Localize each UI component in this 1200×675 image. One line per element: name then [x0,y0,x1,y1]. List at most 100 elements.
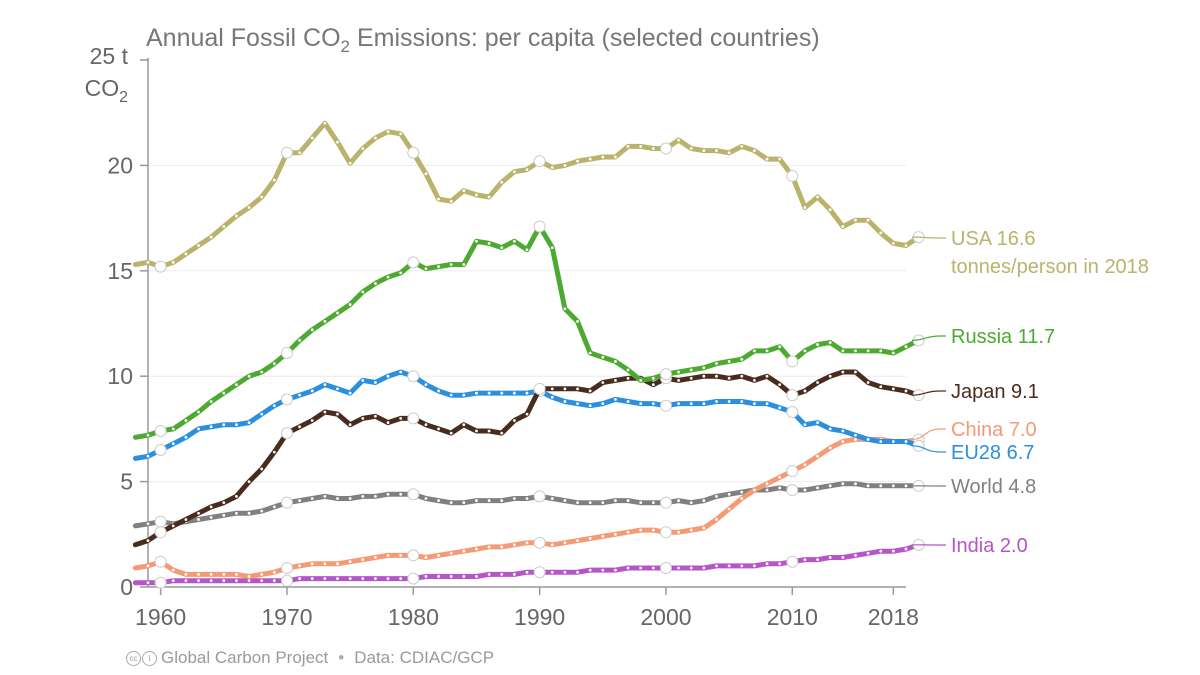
point-china [272,570,276,574]
point-usa [437,197,440,201]
point-russia [260,370,264,374]
point-eu28 [866,438,870,441]
point-world [904,484,908,488]
point-eu28 [841,429,845,433]
point-japan [588,389,592,393]
point-world [891,484,895,488]
point-usa [336,140,339,144]
point-eu28 [576,402,579,406]
point-eu28 [659,399,672,412]
point-eu28 [449,393,453,397]
point-usa [280,146,293,159]
point-india [500,572,504,576]
point-eu28 [209,425,213,429]
leader-russia [911,335,946,341]
point-eu28 [154,443,167,456]
point-china [563,541,567,545]
y-tick-label: 15 [107,258,133,284]
point-eu28 [639,402,643,406]
point-india [803,558,807,561]
point-india [154,576,167,589]
point-eu28 [184,435,188,439]
point-china [512,543,516,547]
point-china [475,547,478,551]
point-eu28 [803,423,807,427]
series-china [132,433,925,579]
line-japan [132,369,922,548]
point-japan [348,423,352,427]
point-japan [154,526,167,539]
point-china [260,572,264,576]
point-japan [298,425,301,429]
point-china [765,482,769,486]
point-japan [374,414,377,418]
point-world [828,484,832,488]
point-india [336,577,339,580]
point-eu28 [171,442,175,446]
label-usa: USA 16.6 [951,228,1036,250]
point-russia [727,360,731,363]
point-usa [512,170,516,174]
point-china [184,572,188,576]
point-china [336,562,339,566]
leader-japan [911,390,946,396]
point-usa [841,225,845,228]
point-russia [512,239,516,243]
point-usa [727,151,731,155]
point-japan [533,382,546,395]
point-russia [475,239,478,243]
point-usa [550,166,554,169]
line-china [132,436,922,579]
x-tick-label: 1990 [514,604,565,630]
point-india [424,575,428,578]
point-india [222,579,226,583]
y-axis-unit: 25 t [90,43,129,69]
point-india [866,551,870,555]
point-usa [374,136,377,140]
point-usa [154,260,167,273]
point-world [601,501,605,505]
point-india [879,549,883,553]
point-india [904,547,908,551]
point-eu28 [437,389,440,393]
point-india [576,570,579,574]
point-japan [651,383,655,387]
y-axis-label: CO2 [85,75,129,106]
point-japan [550,387,554,391]
point-india [449,575,453,578]
point-india [280,574,293,587]
leader-usa [911,236,946,239]
y-tick-label: 0 [120,574,133,600]
point-china [386,553,390,557]
point-china [533,536,546,549]
label-russia: Russia 11.7 [951,326,1055,348]
point-japan [778,383,782,387]
point-world [323,494,327,498]
point-china [146,564,150,568]
point-usa [866,218,870,222]
point-eu28 [601,402,605,406]
point-japan [222,501,226,505]
point-russia [235,383,238,387]
point-usa [407,146,420,159]
point-china [222,572,226,576]
point-world [260,509,264,513]
point-russia [533,220,546,233]
point-china [399,553,403,557]
point-india [639,566,643,570]
line-russia [132,224,922,440]
series-russia [132,220,925,440]
point-india [386,577,390,580]
point-eu28 [323,383,327,387]
point-usa [184,252,188,256]
point-india [512,572,516,576]
point-world [841,482,845,486]
point-india [171,579,175,583]
point-eu28 [247,421,251,424]
point-japan [854,370,857,374]
point-china [786,465,799,478]
point-world [614,499,617,502]
point-india [659,562,672,575]
point-india [348,577,352,580]
point-russia [407,256,420,269]
